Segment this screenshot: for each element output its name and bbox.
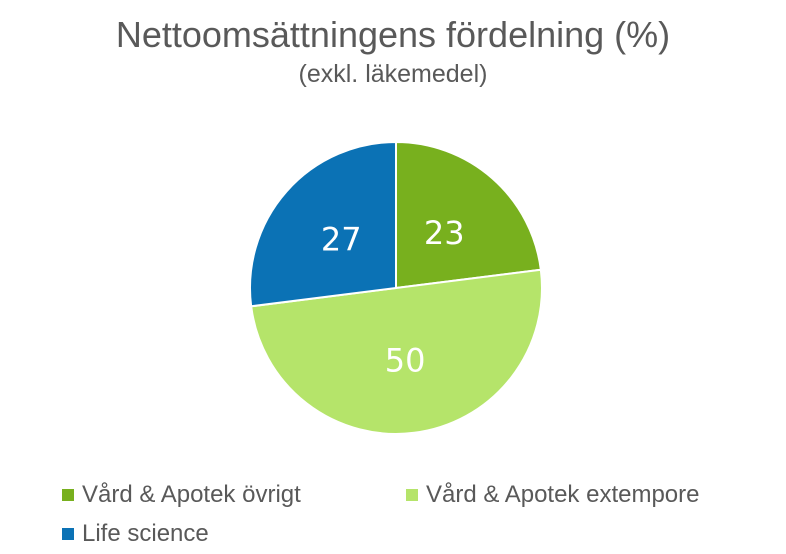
legend-label-vard-apotek-extempore: Vård & Apotek extempore — [426, 481, 700, 508]
pie-data-label-2: 27 — [321, 221, 362, 259]
pie-slice-2 — [249, 140, 397, 308]
legend-item-life-science: Life science — [62, 519, 209, 549]
pie-slice-1 — [250, 268, 543, 435]
chart-title: Nettoomsättningens fördelning (%) — [115, 14, 671, 55]
legend-swatch-vard-apotek-extempore — [406, 489, 418, 501]
legend-label-vard-apotek-ovrigt: Vård & Apotek övrigt — [82, 481, 301, 508]
legend-swatch-life-science — [62, 528, 74, 540]
legend-label-life-science: Life science — [82, 520, 209, 547]
legend-item-vard-apotek-extempore: Vård & Apotek extempore — [406, 480, 700, 510]
pie-data-label-0: 23 — [424, 214, 465, 252]
legend-item-vard-apotek-ovrigt: Vård & Apotek övrigt — [62, 480, 301, 510]
chart-subtitle: (exkl. läkemedel) — [298, 60, 488, 88]
legend-swatch-vard-apotek-ovrigt — [62, 489, 74, 501]
pie-slice-0 — [395, 140, 542, 290]
pie-data-label-1: 50 — [385, 341, 426, 379]
